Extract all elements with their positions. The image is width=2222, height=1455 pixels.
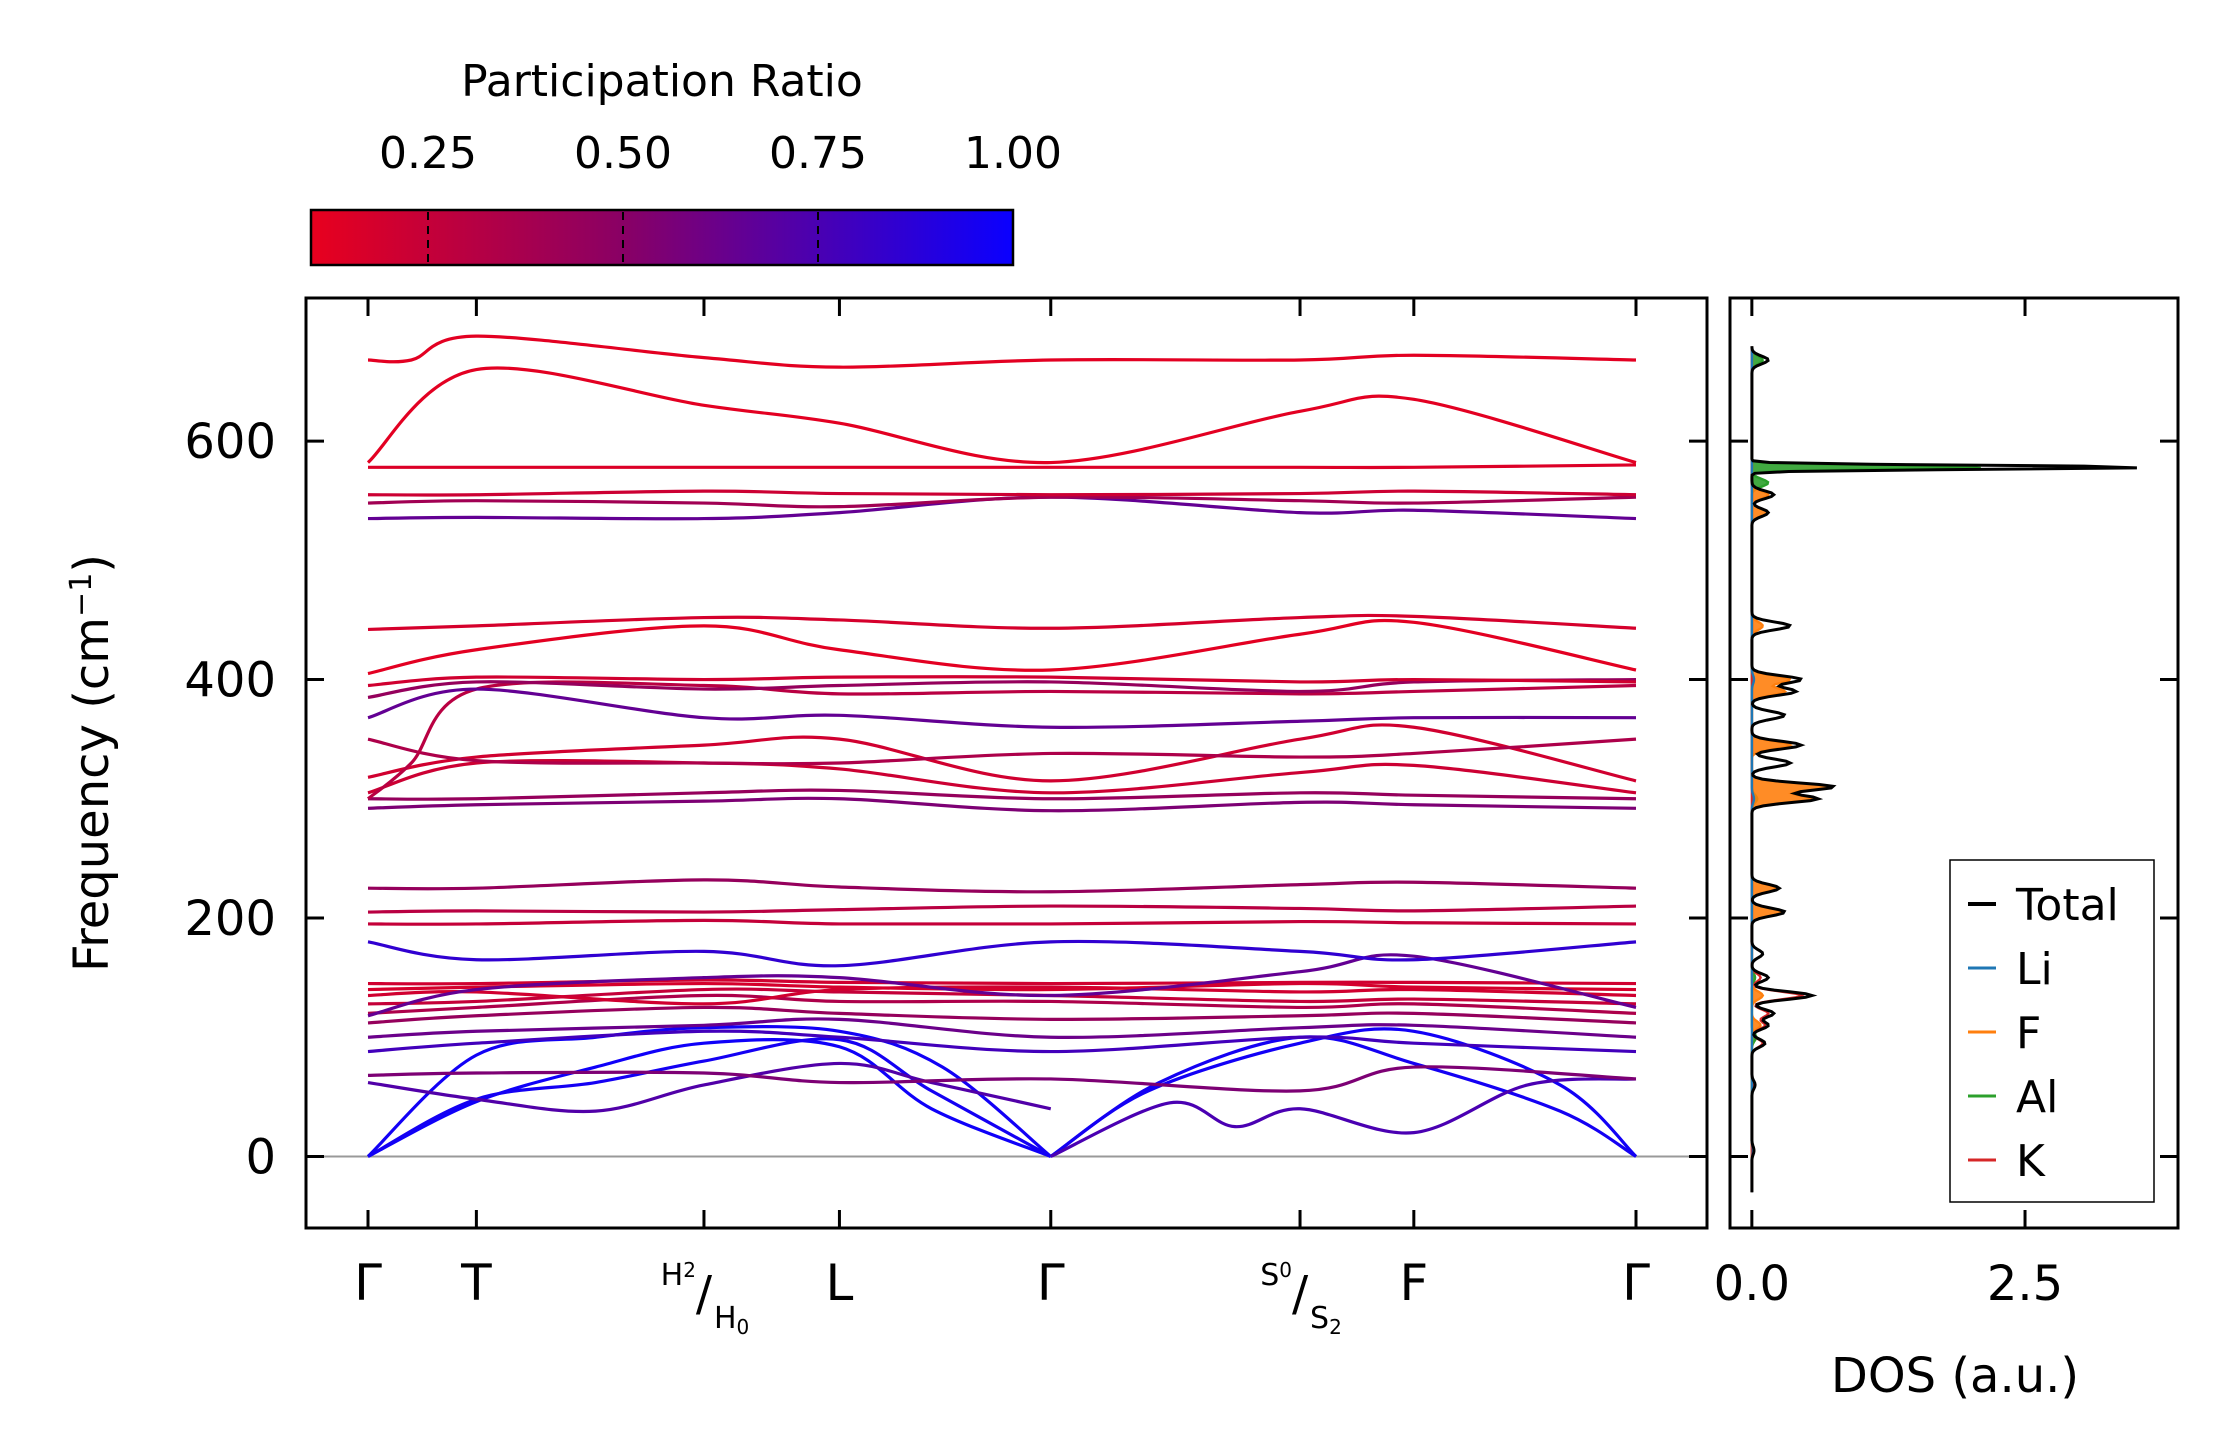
acoustic-band [367,1038,1052,1158]
optic-band [367,918,1637,926]
colorbar-tick-label: 0.25 [379,128,477,179]
split-kpoint-bottom-label: H0 [714,1301,749,1339]
colorbar-tick-label: 0.50 [574,128,672,179]
band-lines [366,334,1638,1158]
band-y-axis-label: Frequency (cm−1) [64,554,121,972]
optic-band [367,677,1637,700]
optic-band [367,1005,1637,1025]
legend-label-al: Al [2016,1072,2058,1123]
optic-band [366,680,1637,801]
kpoint-label: Γ [1622,1254,1650,1312]
kpoint-label: Γ [354,1254,382,1312]
band-y-tick-label: 200 [184,891,276,947]
dos-x-axis-label: DOS (a.u.) [1831,1348,2079,1404]
optic-band [367,489,1637,497]
dos-curves [1750,345,2137,1193]
acoustic-band [1049,1027,1638,1158]
legend-label-k: K [2016,1136,2046,1187]
optic-band [367,939,1637,968]
optic-band [367,463,1637,470]
colorbar-tick-labels: 0.25 0.50 0.75 1.00 [379,128,1062,179]
band-y-ticks: 0 200 400 600 [184,414,1707,1185]
optic-band [367,723,1637,783]
optic-band [367,758,1637,795]
acoustic-band [1049,1035,1637,1158]
optic-band [367,985,1637,1006]
optic-band [367,1017,1637,1039]
dos-curve-al [1750,346,1981,1193]
dos-ticks: 0.0 2.5 [1714,298,2178,1312]
colorbar-title: Participation Ratio [461,56,863,107]
band-y-tick-label: 0 [245,1129,276,1185]
optic-band [367,978,1637,986]
kpoint-label: L [826,1254,854,1312]
dos-legend: Total Li F Al K [1949,859,2155,1203]
optic-band [367,788,1637,801]
colorbar-tick-label: 1.00 [964,128,1062,179]
optic-band [367,613,1637,632]
band-y-tick-label: 400 [184,653,276,709]
optic-band [367,495,1637,509]
band-y-tick-label: 600 [184,414,276,470]
split-kpoint-bottom-label: S2 [1310,1301,1342,1339]
optic-band [367,737,1637,766]
kpoint-label: Γ [1037,1254,1065,1312]
colorbar-gradient [309,208,1015,267]
optic-band [367,1065,1637,1093]
legend-label-li: Li [2016,944,2053,995]
optic-band [367,993,1637,1015]
optic-band [367,618,1637,676]
dos-panel: 0.0 2.5 DOS (a.u.) Total Li F Al K [1714,296,2180,1404]
optic-band [367,1029,1637,1054]
dos-x-tick-label: 2.5 [1987,1256,2063,1312]
legend-label-f: F [2016,1008,2041,1059]
dos-axes-frame [1728,296,2180,1230]
optic-band [367,675,1637,688]
split-kpoint-top-label: S0 [1260,1258,1292,1293]
split-kpoint-slash: / [696,1266,713,1322]
optic-band [367,687,1637,729]
optic-band [367,904,1637,914]
dos-curve-total [1750,346,2137,1193]
split-kpoint-top-label: H2 [661,1258,696,1293]
acoustic-band [366,1025,1052,1158]
acoustic-band [1050,1077,1637,1158]
band-axes-frame [304,296,1709,1230]
optic-band [367,878,1637,894]
dos-x-tick-label: 0.0 [1714,1256,1790,1312]
legend-label-total: Total [2015,880,2119,931]
optic-band [367,796,1637,813]
optic-band [367,953,1637,1018]
split-kpoint-slash: / [1292,1266,1309,1322]
kpoint-label: F [1399,1254,1428,1312]
optic-band [367,1061,1052,1114]
optic-band [367,334,1637,369]
colorbar-ticks [427,212,819,263]
colorbar-tick-label: 0.75 [769,128,867,179]
optic-band [367,987,1637,1006]
kpoint-label: T [460,1254,492,1312]
optic-band [366,366,1637,465]
colorbar: Participation Ratio 0.25 0.50 0.75 1.00 [309,56,1062,267]
